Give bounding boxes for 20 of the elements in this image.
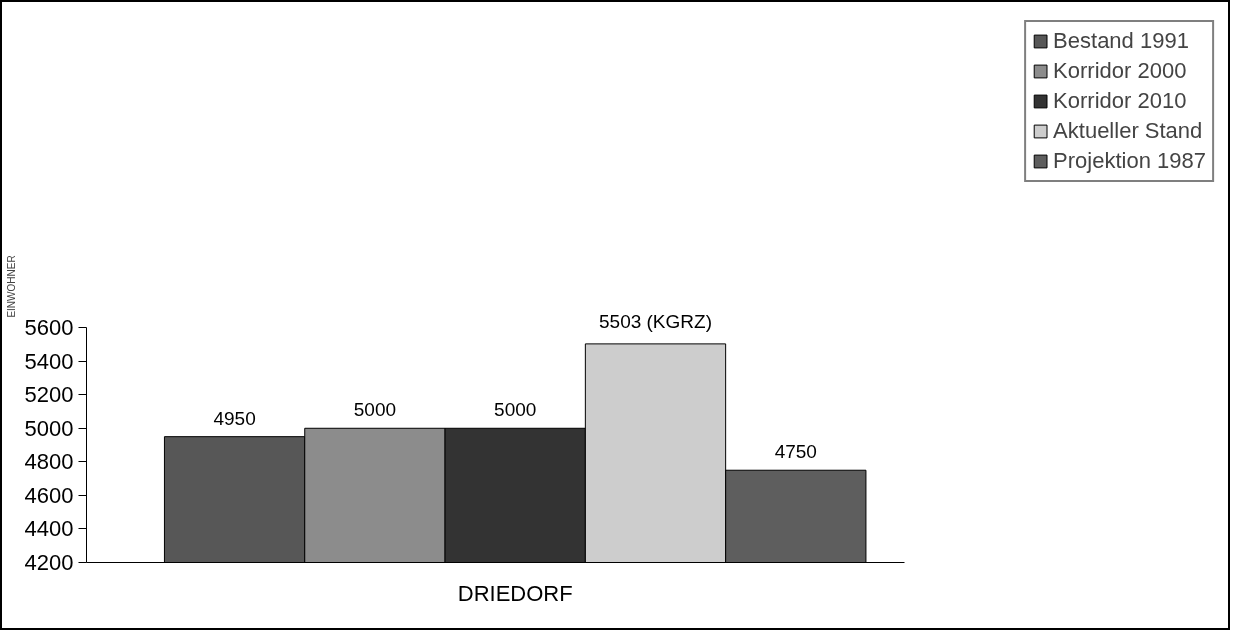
x-tick-label: DRIEDORF — [457, 580, 573, 606]
legend-label: Aktueller Stand — [1053, 118, 1203, 144]
data-label: 4950 — [213, 407, 256, 429]
y-tick-label: 4600 — [24, 482, 74, 508]
legend-label: Korridor 2000 — [1053, 58, 1187, 84]
y-tick-label: 4800 — [24, 449, 74, 475]
y-tick-label: 5200 — [24, 382, 74, 408]
data-label: 5000 — [494, 399, 537, 421]
y-axis-title: EINWOHNER — [5, 255, 17, 318]
y-tick-label: 5000 — [24, 415, 74, 441]
y-tick-label: 4400 — [24, 516, 74, 542]
legend-label: Bestand 1991 — [1053, 28, 1189, 54]
y-tick-label: 4200 — [24, 550, 74, 575]
data-label: 5000 — [353, 399, 397, 421]
y-tick-label: 5400 — [24, 348, 74, 374]
y-tick-label: 5600 — [24, 315, 74, 341]
data-label: 4750 — [774, 441, 817, 463]
legend-label: Korridor 2010 — [1053, 88, 1187, 114]
data-label: 5503 (KGRZ) — [599, 310, 712, 332]
legend-label: Projektion 1987 — [1053, 148, 1206, 174]
